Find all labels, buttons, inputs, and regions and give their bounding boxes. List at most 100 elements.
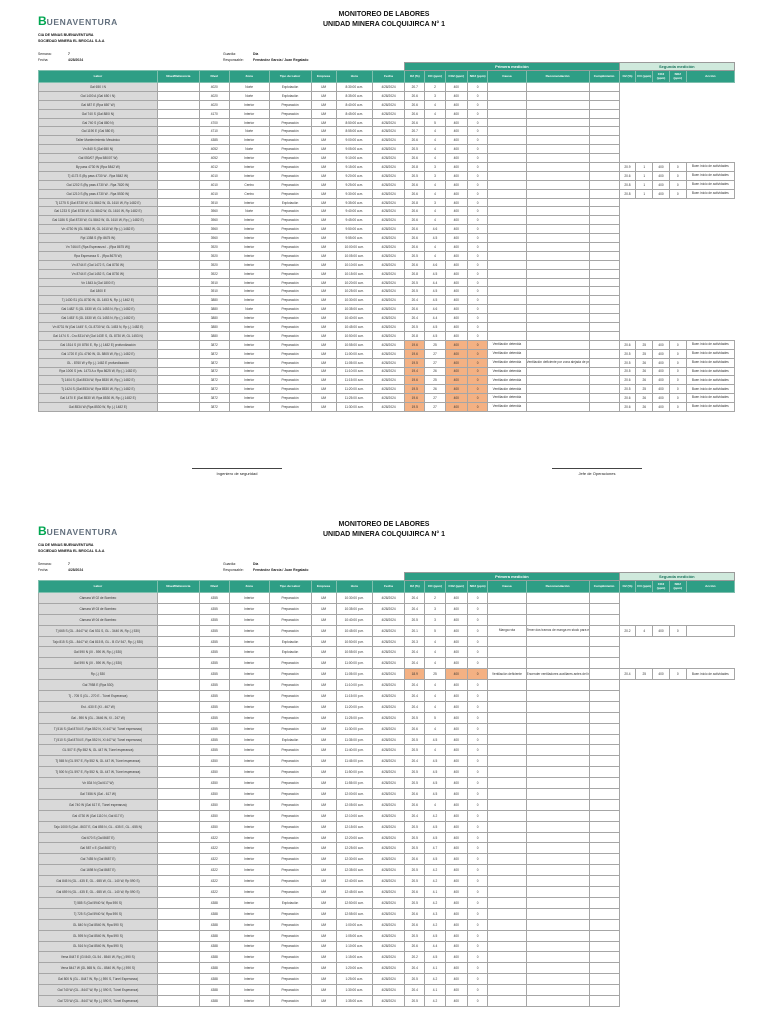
cell-empresa: UM (310, 375, 337, 386)
cell-co2-2 (652, 153, 670, 163)
cell-nivel: 3920 (198, 259, 230, 270)
cell-no2-1: 0 (466, 233, 489, 244)
cell-no2-1: 0 (466, 375, 489, 386)
cell-causa (487, 700, 527, 713)
cell-hora: 9:15:00 a.m. (335, 162, 373, 172)
cell-no2-2 (669, 941, 687, 952)
cell-recomendacion (525, 918, 590, 931)
cell-nivel-ref (156, 339, 200, 350)
cell-cumplimiento (588, 918, 620, 931)
cell-no2-1: 0 (466, 592, 489, 604)
cell-co-1: 4.5 (424, 286, 446, 297)
cell-co-2: 26 (635, 357, 654, 368)
cell-empresa: UM (310, 896, 337, 909)
cell-zona: Interior (228, 233, 270, 244)
cell-o2-2: 20.2 (618, 624, 637, 637)
cell-no2-2 (669, 723, 687, 735)
cell-tipo-labor: Preparación (268, 755, 312, 768)
cell-o2-2: 20.6 (618, 170, 637, 181)
cell-empresa: UM (310, 348, 337, 359)
cell-nivel: 3920 (198, 242, 230, 252)
cell-co2-1: 400 (444, 864, 468, 877)
cell-hora: 10:30:00 a.m. (335, 295, 373, 306)
group-header-blank (38, 572, 405, 581)
cell-empresa: UM (310, 690, 337, 702)
cell-labor: Vn 8731 W (Gal 1445' S, GL 8730 W, GL 14… (38, 322, 158, 332)
cell-hora: 10:50:00 p.m. (335, 635, 373, 648)
cell-causa (487, 940, 527, 953)
cell-o2-2 (619, 941, 636, 952)
cell-cumplimiento (588, 268, 620, 279)
cell-no2-2: 0 (668, 162, 687, 172)
cell-o2-1: 20.3 (404, 635, 426, 648)
cell-o2-2 (619, 153, 636, 163)
cell-co2-2: 400 (652, 188, 670, 199)
cell-accion (686, 331, 735, 341)
cell-co2-1: 400 (444, 853, 468, 866)
cell-nivel: 4322 (198, 853, 230, 866)
cell-causa (487, 962, 527, 975)
cell-o2-2 (619, 313, 636, 323)
cell-cumplimiento (588, 224, 620, 235)
cell-no2-1: 0 (466, 700, 489, 713)
cell-hora: 12:00:00 a.m. (335, 788, 373, 800)
cell-o2-2 (619, 832, 636, 843)
monitoring-table-2: Primera medición Segunda medición Labor N… (38, 572, 736, 1007)
cell-nivel: 4355 (198, 679, 230, 692)
cell-nivel: 4350 (198, 798, 230, 811)
cell-cumplimiento (588, 679, 620, 692)
cell-tipo-labor: Preparación (268, 820, 312, 833)
cell-hora: 9:10:00 a.m. (335, 153, 373, 164)
cell-co2-1: 400 (444, 179, 468, 190)
cell-empresa: UM (310, 994, 337, 1007)
cell-tipo-labor: Preparación (268, 384, 312, 395)
cell-no2-2 (669, 198, 687, 207)
cell-nivel-ref (156, 90, 200, 101)
column-header-0: Labor (38, 580, 158, 593)
cell-causa (487, 592, 527, 604)
cell-recomendacion (525, 766, 590, 779)
cell-co-2 (635, 109, 653, 119)
cell-nivel: 4355 (198, 592, 230, 604)
cell-co-1: 4 (424, 179, 446, 190)
cell-causa (487, 722, 527, 735)
cell-tipo-labor: Preparación (268, 295, 312, 306)
cell-cumplimiento (588, 798, 620, 811)
cell-accion (686, 897, 735, 909)
cell-accion (686, 269, 735, 279)
cell-accion (686, 215, 735, 225)
cell-nivel-ref (156, 918, 200, 931)
cell-no2-1: 0 (466, 624, 489, 637)
cell-nivel: 3960 (198, 206, 230, 217)
table-row: GL 595 N (Gal 8540 W, Rpa 590 S) 4388 Inte… (38, 929, 735, 942)
cell-accion (686, 941, 735, 952)
cell-co-1: 4 (424, 215, 446, 226)
cell-no2-2 (669, 153, 687, 163)
segunda-medicion-header: Segunda medición (618, 572, 736, 581)
cell-fecha: 4/28/2024 (371, 907, 406, 920)
cell-hora: 10:00:00 a.m. (335, 242, 373, 252)
cell-recomendacion (525, 304, 590, 315)
cell-hora: 11:00:00 p.m. (335, 657, 373, 670)
meta-row-2: Fecha: 4/28/2024 Responsable: Fernández Gar… (38, 57, 408, 63)
cell-nivel: 4052 (198, 144, 230, 155)
cell-co2-2 (652, 646, 670, 658)
cell-o2-2 (619, 135, 636, 145)
cell-causa (487, 657, 527, 670)
cell-o2-1: 18.9 (404, 668, 426, 681)
cell-nivel: 4322 (198, 831, 230, 844)
cell-causa (487, 179, 527, 190)
semana-label: Semana: (38, 52, 52, 56)
cell-o2-1: 20.5 (404, 864, 426, 877)
cell-accion (686, 295, 735, 305)
cell-co-1: 4.5 (424, 233, 446, 244)
table-row: Gal 659 N (GL - 435 E, GL - 655 W, GL - … (38, 886, 735, 898)
cell-nivel: 4388 (198, 940, 230, 953)
cell-cumplimiento (588, 135, 620, 146)
cell-co-1: 4.5 (424, 831, 446, 844)
cell-co-2 (635, 269, 653, 279)
cell-causa (487, 733, 527, 746)
cell-causa (487, 635, 527, 648)
cell-recomendacion (525, 384, 590, 395)
cell-no2-1: 0 (466, 755, 489, 768)
